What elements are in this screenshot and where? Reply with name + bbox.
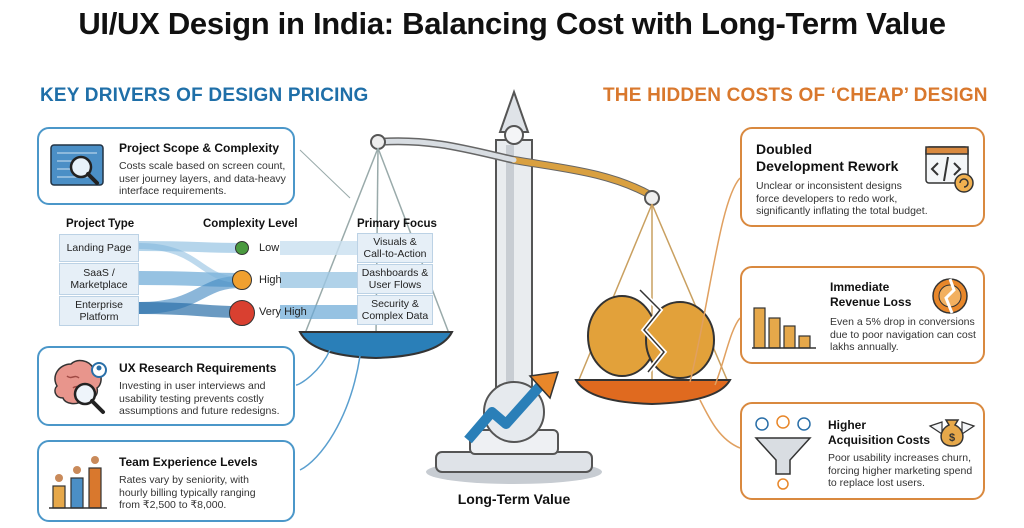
- desc-line: forcing higher marketing spend: [828, 464, 973, 477]
- col-complexity: Complexity Level: [203, 218, 298, 230]
- card-description: Investing in user interviews and usabili…: [119, 380, 280, 418]
- desc-line: from ₹2,500 to ₹8,000.: [119, 499, 227, 511]
- card-acquisition-costs: Higher Acquisition Costs $ Poor usabilit…: [740, 402, 985, 500]
- desc-line: lakhs annually.: [830, 341, 899, 353]
- desc-line: Investing in user interviews and: [119, 380, 266, 392]
- card-ux-research: UX Research Requirements Investing in us…: [37, 346, 295, 426]
- svg-text:$: $: [949, 432, 955, 444]
- card-title: UX Research Requirements: [119, 361, 277, 375]
- bar-chart-icon: [752, 307, 816, 349]
- card-description: Unclear or inconsistent designs force de…: [756, 180, 928, 218]
- money-bag-wings-icon: $: [928, 419, 976, 447]
- focus-label: User Flows: [368, 279, 422, 291]
- project-type-saas: SaaS / Marketplace: [59, 263, 139, 295]
- col-project-type: Project Type: [66, 218, 135, 230]
- card-description: Even a 5% drop in conversions due to poo…: [830, 316, 976, 354]
- col-primary-focus: Primary Focus: [357, 218, 437, 230]
- project-type-enterprise: Enterprise Platform: [59, 296, 139, 326]
- desc-line: user journey layers, and data-heavy: [119, 172, 286, 185]
- level-low-dot: [235, 241, 249, 255]
- card-title: Project Scope & Complexity: [119, 141, 280, 155]
- page-title: UI/UX Design in India: Balancing Cost wi…: [78, 6, 946, 41]
- project-type-landing: Landing Page: [59, 234, 139, 262]
- card-development-rework: Doubled Development Rework Unclear or in…: [740, 127, 985, 227]
- card-title: Team Experience Levels: [119, 455, 258, 469]
- desc-line: significantly inflating the total budget…: [756, 205, 928, 217]
- level-veryhigh-dot: [229, 300, 255, 326]
- project-type-label: Marketplace: [70, 279, 128, 291]
- title-line: Revenue Loss: [830, 295, 912, 309]
- level-high-dot: [232, 270, 252, 290]
- broken-coin-icon: [932, 278, 968, 314]
- team-bars-icon: [49, 456, 107, 509]
- focus-visuals: Visuals & Call-to-Action: [357, 233, 433, 263]
- focus-label: Security &: [371, 298, 419, 310]
- desc-line: usability testing prevents costly: [119, 392, 264, 405]
- focus-label: Complex Data: [361, 310, 429, 322]
- funnel-users-icon: [754, 415, 812, 490]
- title-line: Acquisition Costs: [828, 433, 931, 447]
- desc-line: to replace lost users.: [828, 477, 925, 489]
- title-line: Development Rework: [756, 158, 899, 174]
- title-line: Doubled: [756, 141, 812, 157]
- project-type-label: SaaS /: [83, 267, 115, 279]
- card-description: Poor usability increases churn, forcing …: [828, 452, 972, 490]
- desc-line: Rates vary by seniority, with: [119, 474, 249, 486]
- card-title: Doubled Development Rework: [756, 141, 898, 175]
- project-type-label: Landing Page: [66, 242, 132, 254]
- focus-label: Dashboards &: [361, 267, 429, 279]
- focus-dashboards: Dashboards & User Flows: [357, 264, 433, 294]
- focus-security: Security & Complex Data: [357, 295, 433, 325]
- desc-line: due to poor navigation can cost: [830, 328, 976, 341]
- code-window-icon: [925, 146, 974, 193]
- card-team-experience: Team Experience Levels Rates vary by sen…: [37, 440, 295, 522]
- card-description: Rates vary by seniority, with hourly bil…: [119, 474, 256, 512]
- right-section-heading: THE HIDDEN COSTS OF ‘CHEAP’ DESIGN: [603, 85, 988, 106]
- blueprint-magnifier-icon: [50, 144, 104, 186]
- desc-line: assumptions and future redesigns.: [119, 405, 280, 417]
- project-type-label: Enterprise: [75, 299, 123, 311]
- card-title: Higher Acquisition Costs: [828, 418, 930, 448]
- project-type-label: Platform: [79, 311, 119, 323]
- level-low-label: Low: [259, 242, 280, 254]
- desc-line: force developers to redo work,: [756, 192, 898, 205]
- focus-label: Call-to-Action: [363, 248, 427, 260]
- brain-magnifier-icon: [54, 359, 107, 414]
- desc-line: Unclear or inconsistent designs: [756, 180, 902, 192]
- left-section-heading: KEY DRIVERS OF DESIGN PRICING: [40, 85, 369, 106]
- card-project-scope: Project Scope & Complexity Costs scale b…: [37, 127, 295, 205]
- scale-base-label: Long-Term Value: [457, 491, 571, 507]
- level-high-label: High: [259, 274, 282, 286]
- card-revenue-loss: Immediate Revenue Loss Even a 5% drop in…: [740, 266, 985, 364]
- desc-line: Even a 5% drop in conversions: [830, 316, 975, 328]
- title-line: Higher: [828, 418, 867, 432]
- desc-line: interface requirements.: [119, 185, 227, 197]
- card-title: Immediate Revenue Loss: [830, 280, 911, 310]
- desc-line: Costs scale based on screen count,: [119, 160, 286, 172]
- desc-line: hourly billing typically ranging: [119, 486, 256, 499]
- level-veryhigh-label: Very High: [259, 306, 307, 318]
- focus-label: Visuals &: [373, 236, 417, 248]
- desc-line: Poor usability increases churn,: [828, 452, 971, 464]
- card-description: Costs scale based on screen count, user …: [119, 160, 286, 198]
- title-line: Immediate: [830, 280, 890, 294]
